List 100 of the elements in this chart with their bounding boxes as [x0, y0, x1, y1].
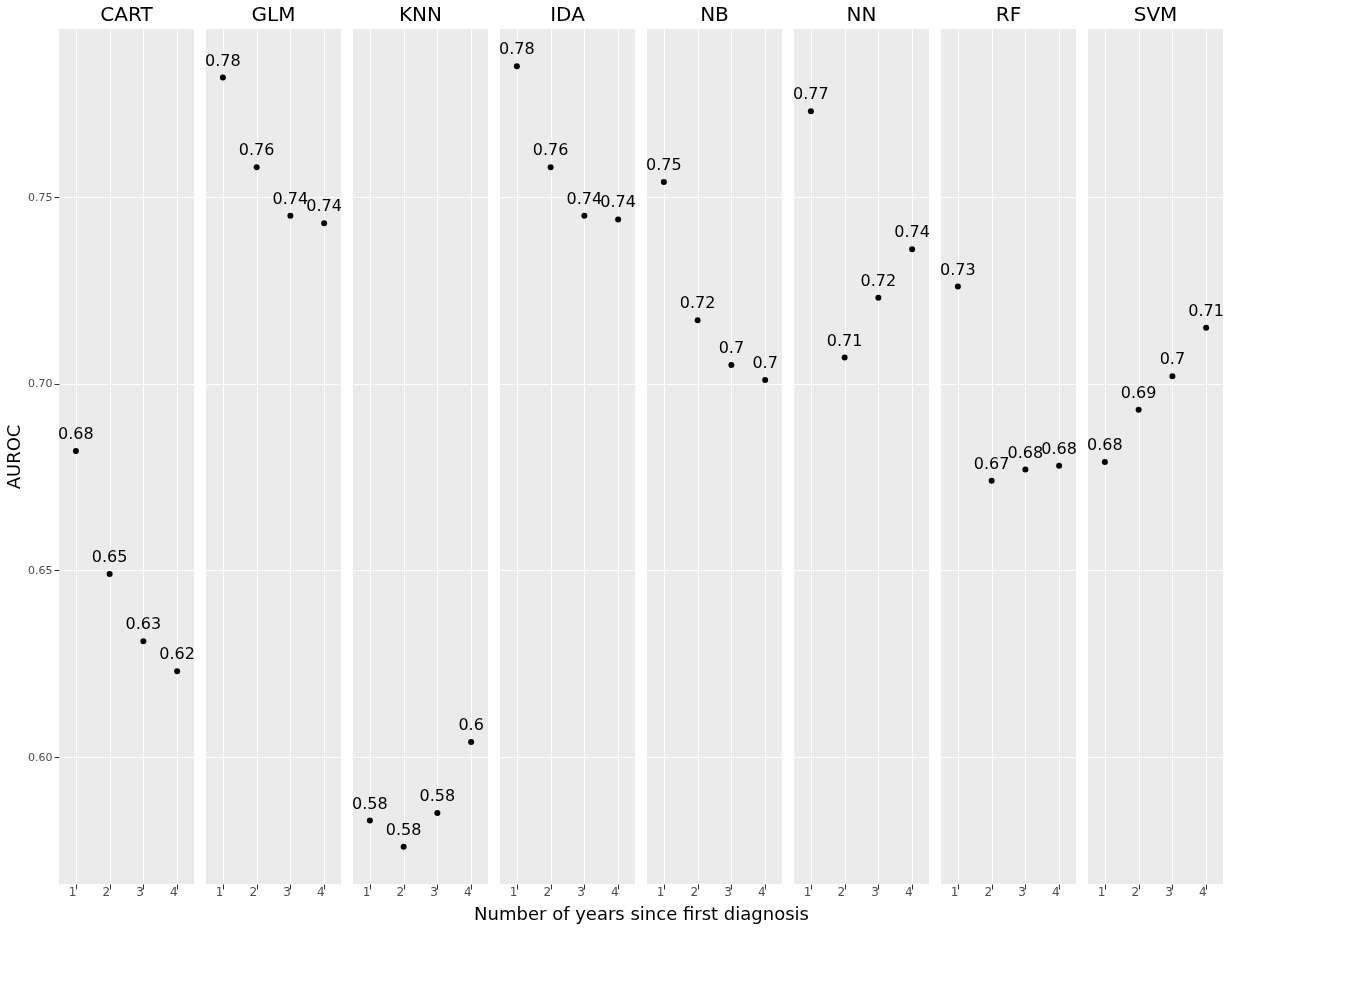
data-label: 0.69 — [1120, 382, 1157, 402]
x-tick-label: 1 — [68, 884, 77, 899]
chart-title: NN — [846, 2, 877, 26]
x-tick-label: 1 — [950, 884, 959, 899]
x-axis-title: Number of years since first diagnosis — [474, 902, 809, 924]
chart-title: RF — [995, 2, 1022, 26]
point — [468, 739, 475, 746]
point — [72, 447, 79, 454]
data-label: 0.76 — [532, 140, 569, 160]
point — [1135, 406, 1142, 413]
point — [660, 179, 667, 186]
point — [1101, 459, 1108, 466]
chart-title: NB — [700, 2, 729, 26]
point — [174, 668, 181, 675]
data-label: 0.58 — [385, 819, 422, 839]
y-tick-label: 0.70 — [28, 377, 53, 391]
point — [400, 843, 407, 850]
data-label: 0.65 — [91, 547, 128, 567]
x-tick-label: 3 — [283, 884, 291, 899]
point — [106, 571, 113, 578]
data-label: 0.62 — [159, 644, 195, 664]
x-tick-label: 3 — [1018, 884, 1026, 899]
x-tick-label: 3 — [871, 884, 879, 899]
chart-title: IDA — [550, 2, 586, 26]
x-tick-label: 4 — [610, 884, 619, 899]
data-label: 0.68 — [58, 423, 94, 443]
data-label: 0.74 — [566, 188, 603, 208]
data-label: 0.58 — [419, 786, 456, 806]
data-label: 0.71 — [826, 330, 863, 350]
point — [875, 294, 882, 301]
point — [321, 220, 328, 227]
x-tick-label: 3 — [724, 884, 732, 899]
point — [807, 108, 814, 115]
point — [954, 283, 961, 290]
x-tick-label: 4 — [1051, 884, 1060, 899]
x-tick-label: 1 — [362, 884, 371, 899]
data-label: 0.75 — [646, 155, 682, 175]
x-tick-label: 2 — [690, 884, 699, 899]
data-label: 0.72 — [860, 270, 897, 290]
point — [728, 362, 735, 369]
data-label: 0.6 — [458, 715, 484, 735]
data-label: 0.7 — [718, 338, 745, 358]
x-tick-label: 4 — [463, 884, 472, 899]
data-label: 0.73 — [940, 259, 976, 279]
point — [253, 164, 260, 171]
x-tick-label: 1 — [215, 884, 224, 899]
point — [547, 164, 554, 171]
data-label: 0.72 — [679, 293, 716, 313]
x-tick-label: 1 — [509, 884, 518, 899]
y-tick-label: 0.75 — [28, 190, 53, 204]
point — [909, 246, 916, 253]
point — [988, 477, 995, 484]
point — [287, 212, 294, 219]
x-tick-label: 2 — [102, 884, 111, 899]
x-tick-label: 4 — [316, 884, 325, 899]
x-tick-label: 4 — [757, 884, 766, 899]
point — [1203, 324, 1210, 331]
x-tick-label: 4 — [169, 884, 178, 899]
point — [140, 638, 147, 645]
x-tick-label: 3 — [136, 884, 144, 899]
y-tick-label: 0.60 — [28, 750, 53, 764]
y-tick-label: 0.65 — [28, 563, 53, 577]
chart-title: CART — [100, 2, 154, 26]
data-label: 0.74 — [600, 192, 636, 212]
data-label: 0.78 — [499, 39, 535, 59]
x-tick-label: 1 — [803, 884, 812, 899]
x-tick-label: 1 — [656, 884, 665, 899]
x-tick-label: 3 — [577, 884, 585, 899]
chart-title: KNN — [398, 2, 443, 26]
x-tick-label: 2 — [543, 884, 552, 899]
point — [1056, 462, 1063, 469]
point — [615, 216, 622, 223]
chart-title: GLM — [251, 2, 296, 26]
point — [694, 317, 701, 324]
point — [841, 354, 848, 361]
x-tick-label: 2 — [396, 884, 405, 899]
x-tick-label: 2 — [249, 884, 258, 899]
x-tick-label: 3 — [1165, 884, 1173, 899]
data-label: 0.68 — [1087, 435, 1123, 455]
x-tick-label: 1 — [1097, 884, 1106, 899]
data-label: 0.63 — [125, 614, 162, 634]
point — [1022, 466, 1029, 473]
x-tick-label: 2 — [837, 884, 846, 899]
data-label: 0.76 — [238, 140, 275, 160]
data-label: 0.7 — [752, 352, 778, 372]
x-tick-label: 3 — [430, 884, 438, 899]
point — [1169, 373, 1176, 380]
point — [513, 63, 520, 70]
data-label: 0.68 — [1041, 438, 1077, 458]
x-tick-label: 2 — [1131, 884, 1140, 899]
x-tick-label: 4 — [1198, 884, 1207, 899]
point — [434, 810, 441, 817]
data-label: 0.78 — [205, 50, 241, 70]
data-label: 0.71 — [1188, 300, 1224, 320]
y-axis-title: AUROC — [3, 424, 25, 490]
data-label: 0.74 — [306, 196, 342, 216]
point — [762, 376, 769, 383]
point — [219, 74, 226, 81]
data-label: 0.77 — [793, 84, 829, 104]
data-label: 0.58 — [352, 793, 388, 813]
